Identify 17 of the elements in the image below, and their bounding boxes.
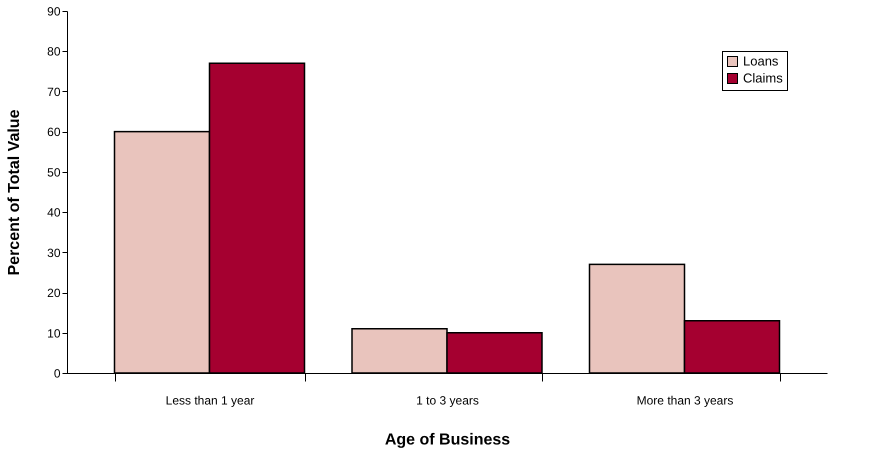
y-tick-label: 0 — [54, 366, 61, 380]
y-tick-label: 60 — [47, 125, 61, 140]
x-tick-label: 1 to 3 years — [416, 394, 479, 408]
y-tick-label: 70 — [47, 84, 61, 99]
y-tick-label: 90 — [47, 4, 61, 18]
x-tick-label: Less than 1 year — [166, 394, 254, 408]
x-axis-title: Age of Business — [384, 432, 510, 448]
y-axis-title: Percent of Total Value — [6, 109, 24, 276]
y-tick-label: 30 — [47, 246, 61, 260]
y-tick-label: 10 — [47, 326, 61, 340]
legend-label: Claims — [743, 70, 784, 86]
y-tick-label: 50 — [47, 165, 61, 180]
y-tick-label: 40 — [47, 206, 61, 220]
y-tick-label: 20 — [47, 286, 61, 300]
legend-label: Loans — [743, 54, 779, 68]
x-tick-label: More than 3 years — [636, 394, 734, 408]
y-tick-label: 80 — [47, 44, 61, 59]
